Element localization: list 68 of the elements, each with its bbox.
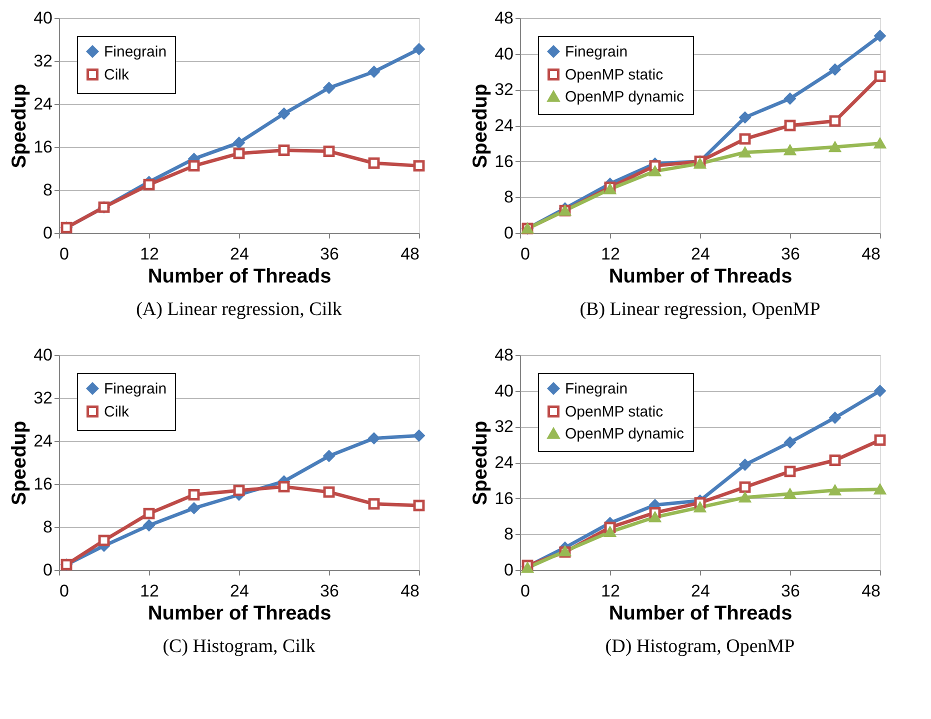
y-tick-label: 0 bbox=[504, 560, 514, 580]
x-tick-label: 48 bbox=[862, 244, 880, 264]
legend-label: OpenMP dynamic bbox=[565, 426, 684, 442]
y-tick-label: 40 bbox=[34, 8, 52, 28]
y-tick-label: 24 bbox=[34, 432, 52, 450]
x-axis-title: Number of Threads bbox=[608, 602, 792, 624]
x-axis-title: Number of Threads bbox=[148, 602, 332, 624]
x-tick-label: 36 bbox=[781, 244, 800, 264]
legend-label: Cilk bbox=[104, 66, 130, 84]
y-tick-label: 32 bbox=[494, 417, 514, 436]
y-tick-label: 8 bbox=[504, 188, 514, 207]
x-tick-label: 24 bbox=[691, 582, 710, 600]
text: (C) Histogram, Cilk bbox=[162, 636, 316, 657]
y-tick-label: 0 bbox=[43, 224, 52, 242]
x-tick-label: 0 bbox=[60, 244, 69, 264]
text: (A) Linear regression, Cilk bbox=[136, 299, 342, 320]
x-tick-label: 24 bbox=[691, 244, 710, 264]
x-tick-label: 36 bbox=[320, 582, 339, 600]
y-tick-label: 16 bbox=[34, 474, 52, 494]
y-tick-label: 48 bbox=[494, 346, 514, 364]
x-axis-title: Number of Threads bbox=[148, 266, 332, 288]
y-tick-label: 40 bbox=[494, 44, 514, 64]
y-tick-label: 40 bbox=[494, 381, 514, 400]
legend-label: OpenMP static bbox=[565, 404, 664, 420]
text: (D) Histogram, OpenMP bbox=[605, 636, 795, 657]
y-axis-title: Speedup bbox=[8, 84, 31, 168]
y-tick-label: 8 bbox=[43, 518, 52, 536]
y-tick-label: 32 bbox=[494, 80, 514, 100]
x-tick-label: 36 bbox=[781, 582, 800, 600]
y-axis-title: Speedup bbox=[8, 420, 31, 506]
x-tick-label: 0 bbox=[520, 244, 530, 264]
legend-label: OpenMP dynamic bbox=[565, 88, 684, 106]
x-tick-label: 0 bbox=[520, 582, 530, 600]
y-tick-label: 24 bbox=[494, 116, 514, 135]
x-tick-label: 12 bbox=[601, 582, 620, 600]
x-tick-label: 12 bbox=[140, 582, 159, 600]
x-axis-title: Number of Threads bbox=[608, 266, 792, 288]
y-tick-label: 16 bbox=[494, 152, 514, 171]
y-tick-label: 32 bbox=[34, 52, 52, 70]
x-tick-label: 48 bbox=[400, 244, 420, 264]
y-tick-label: 0 bbox=[504, 224, 514, 242]
x-tick-label: 24 bbox=[230, 582, 249, 600]
y-tick-label: 16 bbox=[494, 488, 514, 508]
y-tick-label: 24 bbox=[494, 453, 514, 472]
y-axis-title: Speedup bbox=[470, 84, 492, 168]
x-tick-label: 0 bbox=[60, 582, 69, 600]
x-tick-label: 12 bbox=[601, 244, 620, 264]
legend-label: Finegrain bbox=[565, 44, 628, 60]
legend-label: Finegrain bbox=[565, 380, 628, 398]
y-tick-label: 32 bbox=[34, 388, 52, 408]
y-tick-label: 16 bbox=[34, 138, 52, 156]
x-tick-label: 48 bbox=[400, 582, 420, 600]
y-tick-label: 48 bbox=[494, 8, 514, 28]
y-tick-label: 40 bbox=[34, 346, 52, 364]
legend-label: Finegrain bbox=[104, 380, 167, 398]
y-tick-label: 24 bbox=[34, 94, 52, 114]
text: (B) Linear regression, OpenMP bbox=[580, 299, 820, 320]
y-tick-label: 8 bbox=[43, 180, 52, 200]
x-tick-label: 24 bbox=[230, 244, 249, 264]
legend-label: Cilk bbox=[104, 404, 130, 420]
x-tick-label: 12 bbox=[140, 244, 159, 264]
x-tick-label: 48 bbox=[862, 582, 880, 600]
y-axis-title: Speedup bbox=[470, 420, 492, 506]
legend-label: OpenMP static bbox=[565, 66, 664, 84]
y-tick-label: 8 bbox=[504, 524, 514, 544]
y-tick-label: 0 bbox=[43, 560, 52, 580]
legend-label: Finegrain bbox=[104, 44, 167, 60]
x-tick-label: 36 bbox=[320, 244, 339, 264]
